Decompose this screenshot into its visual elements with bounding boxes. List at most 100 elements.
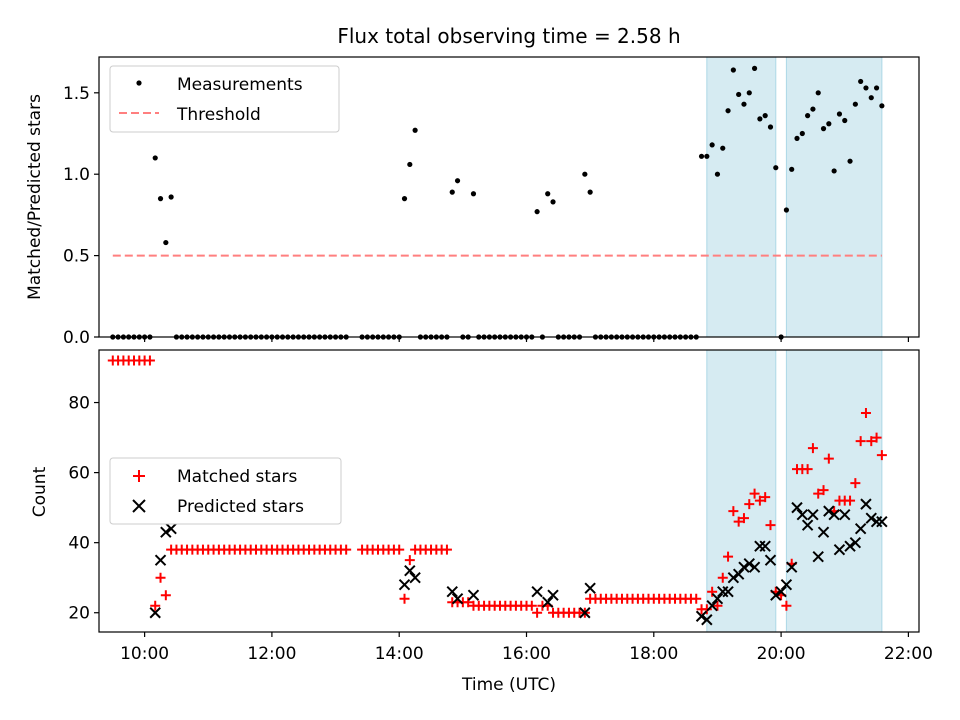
bottom-legend: Matched stars Predicted stars — [109, 457, 342, 525]
matched-star-point-1610 — [532, 607, 543, 618]
predicted-star-point-2015 — [791, 501, 803, 514]
top-shaded-band-2 — [785, 56, 883, 338]
bot-y-tick-label: 60 — [68, 464, 90, 484]
top-x-ticks — [144, 337, 909, 342]
measurement-point-1700 — [587, 189, 593, 195]
measurement-point-1455 — [454, 178, 461, 184]
matched-star-point-1935 — [749, 488, 760, 499]
matched-star-point-1945 — [760, 492, 771, 503]
legend-predicted-label: Predicted stars — [177, 497, 304, 517]
measurement-point-1935 — [751, 65, 758, 71]
top-y-axis-label: Matched/Predicted stars — [25, 94, 45, 300]
measurement-point-1015 — [157, 196, 164, 202]
predicted-star-point-1930 — [743, 557, 755, 570]
measurement-point-1915 — [730, 67, 736, 73]
predicted-star-point-1850 — [701, 614, 713, 626]
legend-matched-label: Matched stars — [177, 467, 297, 487]
measurement-point-2125 — [868, 95, 874, 101]
top-y-tick-label: 1.0 — [63, 165, 90, 185]
top-axes-frame — [98, 56, 920, 338]
top-y-tick-label: 0.5 — [63, 247, 90, 267]
predicted-star-point-1020 — [160, 526, 172, 538]
predicted-star-point-2010 — [785, 561, 798, 573]
measurement-point-1020 — [163, 239, 169, 246]
measurement-point-2015 — [794, 135, 800, 141]
measurement-point-2045 — [826, 121, 832, 127]
top-shaded-band-1 — [706, 56, 777, 338]
predicted-star-point-2050 — [828, 508, 840, 521]
predicted-star-point-1620 — [542, 596, 554, 608]
measurement-point-1900 — [714, 171, 721, 177]
predicted-star-point-1015 — [154, 554, 167, 566]
bot-shaded-band-2 — [785, 349, 883, 633]
matched-star-point-1850 — [701, 604, 712, 615]
measurement-point-2050 — [831, 168, 837, 174]
predicted-star-point-2055 — [833, 543, 846, 556]
top-shaded-intervals — [706, 56, 883, 338]
predicted-star-point-1625 — [547, 589, 559, 601]
top-legend-box — [109, 65, 340, 133]
measurement-point-1450 — [449, 189, 455, 195]
matched-star-point-2135 — [876, 450, 887, 461]
measurement-point-2135 — [879, 103, 885, 109]
matched-star-point-1930 — [744, 499, 755, 510]
legend-predicted-marker — [132, 499, 146, 513]
measurement-point-2030 — [810, 106, 816, 112]
matched-star-point-1920 — [733, 516, 744, 527]
bottom-y-axis-label: Count — [30, 466, 50, 517]
bot-y-tick-label: 80 — [68, 394, 90, 414]
top-y-tick-label: 0.0 — [63, 328, 90, 348]
predicted-star-point-2115 — [854, 522, 867, 535]
matched-star-point-2035 — [813, 488, 824, 499]
matched-star-point-2030 — [807, 443, 818, 454]
x-tick-label-1200: 12:00 — [247, 644, 296, 664]
measurement-point-1415 — [412, 127, 418, 133]
measurement-point-2115 — [858, 78, 864, 85]
predicted-star-point-1700 — [584, 582, 596, 594]
matched-star-point-2025 — [802, 464, 813, 475]
x-tick-label-2000: 20:00 — [757, 644, 806, 664]
measurement-point-2055 — [836, 111, 843, 117]
matched-star-point-1310 — [341, 544, 352, 555]
bottom-legend-box — [109, 457, 342, 525]
measurement-point-1620 — [545, 191, 551, 197]
matched-star-point-2125 — [866, 436, 877, 447]
ratio-panel: 0.0 0.5 1.0 1.5 Matched/Predicted stars Mea… — [25, 56, 920, 348]
bottom-shaded-intervals — [706, 349, 883, 633]
matched-star-point-1900 — [712, 600, 723, 611]
bottom-x-ticks: 10:00 12:00 14:00 16:00 18:00 20:00 22:00 — [120, 632, 933, 664]
matched-star-point-2130 — [871, 432, 882, 443]
matched-star-point-1505 — [463, 597, 474, 608]
chart-title: Flux total observing time = 2.58 h — [337, 24, 680, 48]
count-panel: 20 40 60 80 10:00 12:00 14:00 16:00 18:00 20:00 2… — [30, 349, 933, 695]
predicted-star-point-2120 — [860, 498, 872, 510]
x-tick-label-1000: 10:00 — [120, 644, 169, 664]
x-tick-label-1800: 18:00 — [629, 644, 678, 664]
predicted-star-point-2045 — [823, 505, 835, 517]
measurement-point-1925 — [741, 101, 747, 107]
matched-star-point-1915 — [728, 506, 739, 517]
measurement-point-2110 — [852, 101, 858, 107]
matched-star-point-1905 — [717, 572, 728, 583]
legend-measurements-marker — [136, 80, 142, 86]
measurement-point-2100 — [842, 117, 848, 124]
predicted-star-point-1610 — [531, 586, 543, 598]
predicted-star-point-2030 — [807, 508, 819, 521]
matched-star-point-1925 — [738, 513, 749, 524]
measurement-point-2005 — [783, 207, 789, 213]
x-tick-label-1400: 14:00 — [375, 644, 424, 664]
predicted-star-point-2005 — [780, 579, 793, 591]
legend-threshold-label: Threshold — [176, 105, 261, 125]
matched-star-point-2045 — [823, 453, 834, 464]
measurement-point-2020 — [799, 130, 805, 137]
matched-star-point-2120 — [860, 408, 871, 419]
measurement-point-1855 — [709, 142, 715, 148]
predicted-star-point-1925 — [738, 561, 750, 573]
predicted-star-point-2025 — [801, 519, 814, 531]
measurement-point-1405 — [401, 196, 408, 202]
matched-star-point-1940 — [754, 495, 765, 506]
predicted-star-point-1655 — [579, 607, 591, 619]
legend-matched-marker — [133, 470, 145, 482]
measurement-point-1010 — [152, 155, 158, 161]
matched-star-point-1605 — [526, 600, 537, 611]
